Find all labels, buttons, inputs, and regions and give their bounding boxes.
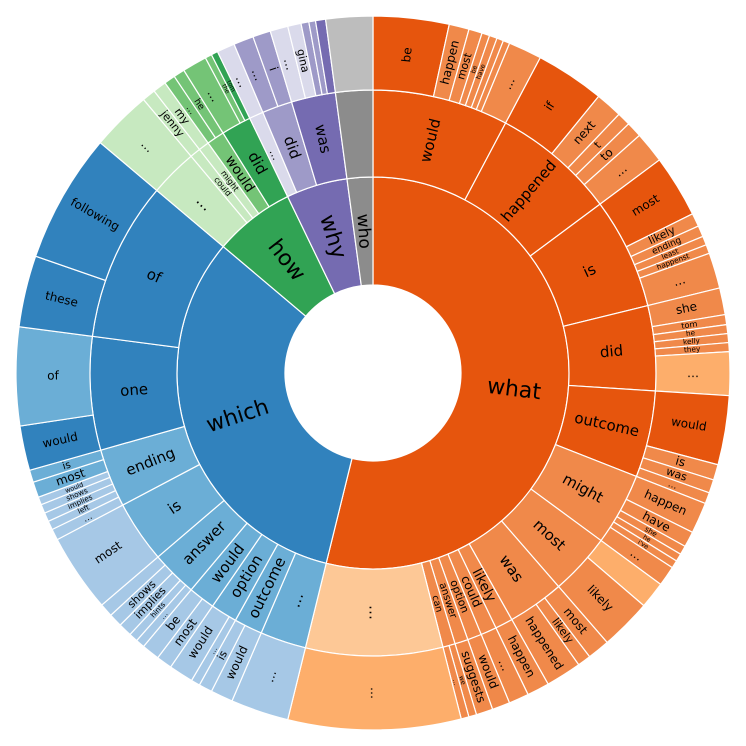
label-which-answer-more: … [158,609,170,620]
label-what-more-more: … [368,687,382,699]
label-why-did-more: … [249,66,266,82]
label-what-can: can [429,594,444,614]
label-what-more: … [365,605,383,620]
label-what-did-more: … [687,366,699,380]
label-how-did-the: the [220,83,231,95]
label-what-could-more: … [495,657,513,674]
label-what-might-he: he [641,533,652,544]
label-what-outcome-is: is [674,454,687,470]
label-why-more-more: … [233,73,251,90]
label-what-outcome-was: was [664,465,689,484]
label-which-more: … [285,590,307,610]
label-what-outcome-more: … [667,479,679,492]
label-what-can-we: we [457,675,467,686]
label-how-did-tom: tom [225,79,237,93]
label-why-was: was [311,123,335,156]
label-what-outcome-would: would [670,414,708,434]
label-what-would-be: be [469,64,479,74]
label-why-did-i: i [266,65,280,73]
label-why-was-gina: gina [294,48,312,74]
label-what-would-more: … [500,75,518,92]
label-what-would-be: be [399,47,415,63]
label-what-did-kelly: kelly [683,336,701,347]
label-who: who [352,213,374,249]
label-which-one-of: of [47,368,59,382]
label-what-did-tom: tom [681,318,699,330]
label-what-did-she: she [675,299,699,317]
label-why-was-more: … [281,57,298,72]
label-which-ending-is: is [61,460,72,473]
label-which-option-more: … [208,645,219,656]
segment-who-unlabeled-unlabeled [324,15,374,94]
label-what-did-they: they [684,344,702,354]
label-what-is-more: … [672,272,688,289]
label-what-did-he: he [685,328,696,338]
label-what-can-more: … [451,678,460,686]
label-which-one: one [120,380,149,400]
label-what-did: did [599,341,624,361]
label-why-more: … [266,147,282,162]
label-which-ending-more: … [82,512,95,525]
label-which-more-more: … [262,668,279,684]
